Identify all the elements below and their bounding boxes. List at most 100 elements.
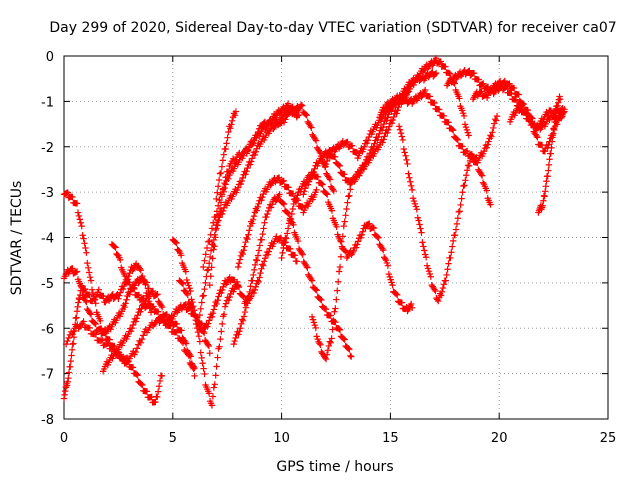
data-point [255,247,263,254]
data-point [64,337,71,345]
data-point [280,200,288,208]
data-point [331,153,339,160]
data-point [251,286,259,294]
data-point [198,299,205,306]
data-point [95,286,103,293]
data-point [547,150,555,157]
data-point [322,305,330,313]
data-point [67,363,74,371]
data-point [442,63,449,70]
data-point [200,329,208,337]
data-point [311,135,319,143]
data-point [265,207,272,215]
data-point [183,276,190,284]
data-point [134,372,141,379]
data-point [117,351,125,358]
data-point [225,128,232,136]
data-point [344,138,351,146]
data-point [542,183,550,190]
data-point [260,258,268,265]
data-point [342,248,350,255]
data-point [330,317,337,324]
data-point [312,324,319,332]
data-point [264,251,272,258]
data-point [216,343,223,350]
data-point [290,221,297,229]
data-point [258,197,265,204]
data-point [228,117,236,125]
data-point [197,305,204,313]
data-point [249,277,256,284]
data-point [206,281,213,289]
data-point [324,191,331,198]
x-axis-title: GPS time / hours [276,459,393,475]
data-point [324,347,332,354]
data-point [388,119,396,127]
data-point [154,308,162,315]
data-point [456,208,463,215]
y-tick-label: -2 [41,141,54,156]
data-point [463,126,471,134]
data-point [76,216,84,223]
data-point [205,238,212,245]
data-point [279,200,287,207]
data-point [260,225,267,232]
data-point [312,286,319,293]
data-point [455,208,462,216]
data-point [449,126,456,133]
data-point [457,201,464,209]
data-point [403,156,410,164]
data-point [408,186,416,194]
data-point [383,259,391,267]
data-point [398,299,406,306]
data-point [222,181,229,188]
data-point [200,365,207,372]
data-point [206,350,213,357]
data-point [281,239,288,247]
data-point [366,150,374,157]
data-point [254,203,261,211]
data-point [235,331,242,338]
data-point [362,224,369,232]
data-point [451,232,459,239]
y-tick-label: -6 [41,322,54,337]
data-point [97,325,104,332]
data-point [280,244,287,252]
data-point [204,341,212,348]
data-point [314,173,322,181]
data-point [444,266,451,273]
data-point [353,244,360,251]
data-point [138,335,146,343]
data-point [149,287,157,295]
data-point [302,185,309,192]
data-point [316,148,324,156]
data-point [155,383,163,390]
data-point [369,224,377,231]
data-point [299,203,306,210]
data-point [226,293,233,301]
data-point [177,252,185,259]
data-point [475,76,482,83]
data-point [218,163,226,170]
data-point [327,339,334,347]
data-point [86,310,94,317]
data-point [480,148,488,155]
data-point [65,334,72,342]
data-point [211,381,218,388]
data-point [105,340,112,347]
data-point [246,227,253,234]
data-point [418,229,425,236]
data-point [75,299,82,306]
data-point [322,355,330,363]
data-point [358,231,366,238]
data-point [83,249,90,256]
data-point [163,311,171,318]
data-point [329,326,336,333]
x-tick-label: 15 [382,431,399,446]
data-point [239,174,246,182]
data-point [515,91,522,98]
data-point [321,163,329,171]
data-point [251,266,258,274]
data-point [261,255,269,262]
data-point [545,161,553,169]
